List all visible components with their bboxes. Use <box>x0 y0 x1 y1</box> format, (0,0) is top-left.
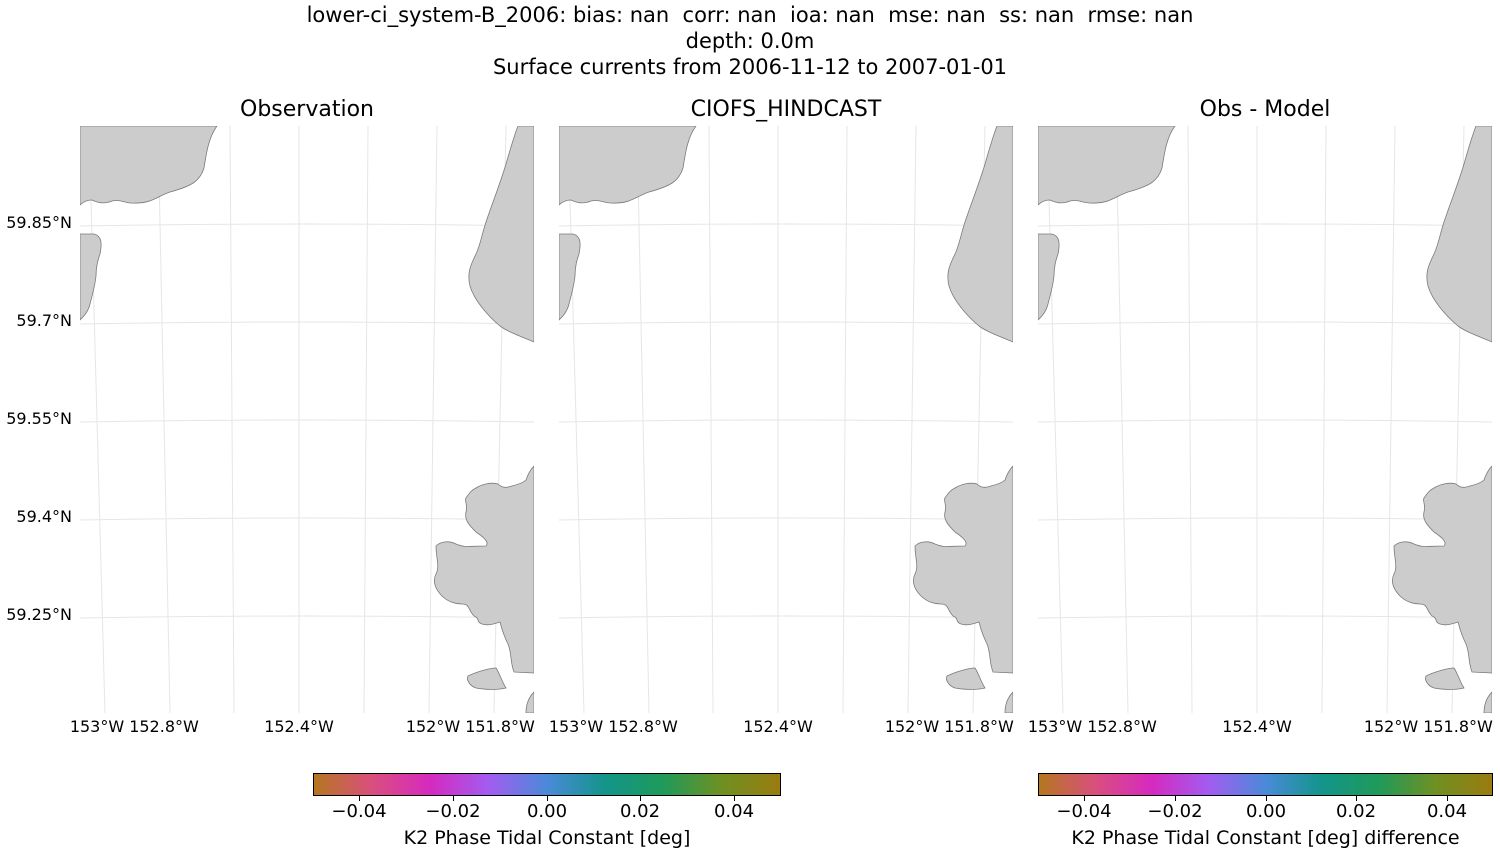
map-panel-observation <box>80 126 534 713</box>
lon-label: 152°W <box>1363 717 1419 736</box>
colorbar-tickmark <box>1266 796 1267 801</box>
lat-label: 59.25°N <box>6 605 72 624</box>
colorbar-tickmark <box>1356 796 1357 801</box>
lon-label: 153°W <box>548 717 604 736</box>
colorbar-tickmark <box>547 796 548 801</box>
figure-title-line-3: Surface currents from 2006-11-12 to 2007… <box>492 55 1008 79</box>
lon-label: 152.4°W <box>743 717 813 736</box>
lon-label: 151.8°W <box>1423 717 1493 736</box>
colorbar-tickmark <box>1084 796 1085 801</box>
figure-title-line-2: depth: 0.0m <box>685 29 815 53</box>
lon-label: 151.8°W <box>944 717 1014 736</box>
lon-label: 151.8°W <box>465 717 535 736</box>
colorbar-tick: −0.04 <box>331 801 387 822</box>
map-panel-difference <box>1038 126 1492 713</box>
lat-label: 59.4°N <box>16 507 72 526</box>
colorbar-label: K2 Phase Tidal Constant [deg] difference <box>1071 827 1460 849</box>
colorbar-difference <box>1038 773 1493 796</box>
colorbar-tickmark <box>734 796 735 801</box>
lon-label: 153°W <box>69 717 125 736</box>
panel-title-model: CIOFS_HINDCAST <box>690 97 882 122</box>
colorbar-tick: 0.02 <box>1335 801 1377 822</box>
colorbar-tick: −0.02 <box>1147 801 1203 822</box>
figure-title-line-1: lower-ci_system-B_2006: bias: nan corr: … <box>306 3 1194 27</box>
lon-label: 152.8°W <box>129 717 199 736</box>
lon-label: 152.4°W <box>1222 717 1292 736</box>
colorbar-tickmark <box>359 796 360 801</box>
lon-label: 153°W <box>1027 717 1083 736</box>
colorbar-tickmark <box>453 796 454 801</box>
lon-label: 152.4°W <box>264 717 334 736</box>
map-panel-model <box>559 126 1013 713</box>
panel-title-difference: Obs - Model <box>1199 97 1331 122</box>
lon-label: 152.8°W <box>608 717 678 736</box>
colorbar-tick: 0.04 <box>713 801 755 822</box>
lat-label: 59.55°N <box>6 409 72 428</box>
colorbar-tick: −0.04 <box>1056 801 1112 822</box>
panel-title-observation: Observation <box>240 97 374 122</box>
lon-label: 152.8°W <box>1087 717 1157 736</box>
colorbar-label: K2 Phase Tidal Constant [deg] <box>403 827 691 849</box>
colorbar-tick: 0.04 <box>1426 801 1468 822</box>
lat-label: 59.85°N <box>6 213 72 232</box>
colorbar-tickmark <box>1175 796 1176 801</box>
lon-label: 152°W <box>405 717 461 736</box>
lon-label: 152°W <box>884 717 940 736</box>
colorbar-tick: 0.00 <box>526 801 568 822</box>
colorbar-tickmark <box>1447 796 1448 801</box>
colorbar-phase <box>313 773 781 796</box>
colorbar-tickmark <box>640 796 641 801</box>
colorbar-tick: 0.02 <box>619 801 661 822</box>
lat-label: 59.7°N <box>16 311 72 330</box>
colorbar-tick: 0.00 <box>1245 801 1287 822</box>
colorbar-tick: −0.02 <box>425 801 481 822</box>
